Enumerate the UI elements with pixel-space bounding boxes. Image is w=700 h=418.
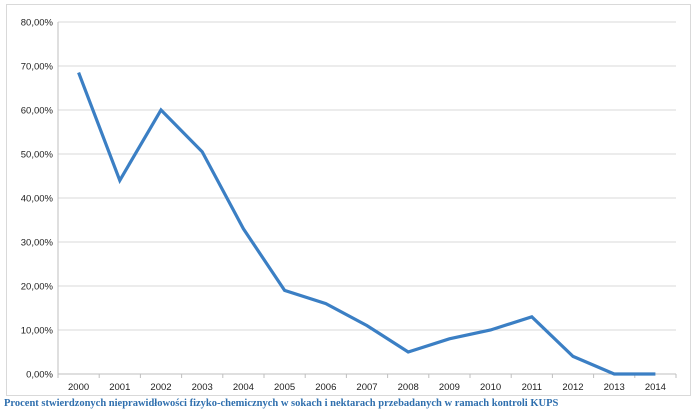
- y-tick-label: 0,00%: [26, 370, 53, 381]
- y-axis-ticks: 0,00% 10,00% 20,00% 30,00% 40,00% 50,00% 60,00…: [21, 18, 54, 381]
- x-tick-label: 2003: [192, 382, 213, 393]
- series-layer: [77, 72, 656, 376]
- line-chart: 0,00% 10,00% 20,00% 30,00% 40,00% 50,00% 60,00…: [21, 18, 677, 393]
- x-tick-label: 2004: [233, 382, 254, 393]
- y-tick-label: 10,00%: [21, 326, 54, 337]
- x-tick-label: 2006: [315, 382, 336, 393]
- x-tick-label: 2011: [522, 382, 542, 393]
- x-tick-label: 2008: [398, 382, 419, 393]
- y-tick-label: 60,00%: [21, 106, 54, 117]
- x-tick-label: 2005: [274, 382, 295, 393]
- x-tick-label: 2001: [109, 382, 130, 393]
- y-tick-label: 30,00%: [21, 238, 54, 249]
- x-tick-label: 2007: [356, 382, 377, 393]
- y-tick-label: 80,00%: [21, 18, 54, 29]
- y-tick-label: 40,00%: [21, 194, 54, 205]
- series-line: [77, 72, 656, 376]
- x-tick-label: 2000: [68, 382, 89, 393]
- x-tick-label: 2014: [645, 382, 666, 393]
- chart-frame: [6, 4, 691, 396]
- x-axis-ticks: 2000 2001 2002 2003 2004 2005 2006 2007 2008 2009…: [57, 374, 677, 393]
- y-tick-label: 20,00%: [21, 282, 54, 293]
- x-tick-label: 2010: [480, 382, 501, 393]
- x-tick-label: 2002: [150, 382, 171, 393]
- y-tick-label: 70,00%: [21, 62, 54, 73]
- y-tick-label: 50,00%: [21, 150, 54, 161]
- x-tick-label: 2013: [604, 382, 625, 393]
- x-tick-label: 2009: [439, 382, 460, 393]
- gridlines: [57, 21, 676, 375]
- chart-caption: Procent stwierdzonych nieprawidłowości f…: [4, 398, 559, 409]
- x-tick-label: 2012: [562, 382, 583, 393]
